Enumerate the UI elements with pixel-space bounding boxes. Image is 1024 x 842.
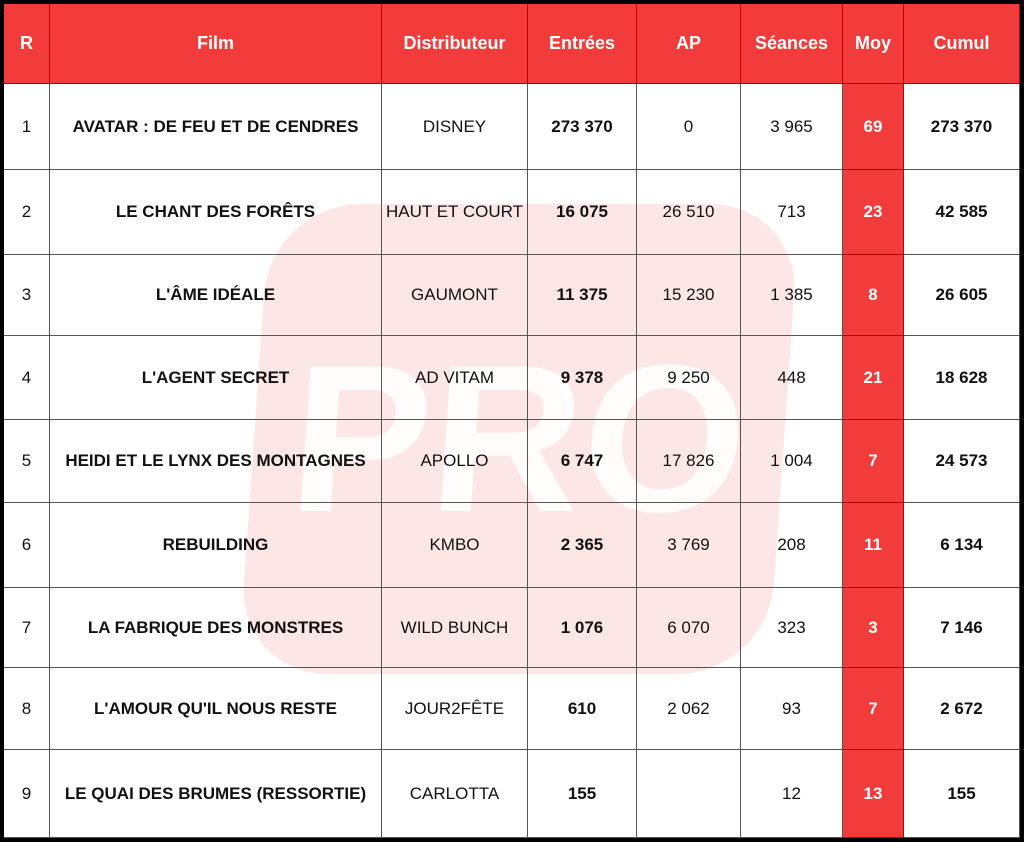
- cell-ap: 6 070: [637, 588, 741, 668]
- cell-rank: 4: [4, 336, 50, 420]
- cell-sessions: 323: [741, 588, 843, 668]
- header-rank: R: [4, 4, 50, 84]
- cell-cumul: 7 146: [904, 588, 1020, 668]
- cell-ap: 15 230: [637, 255, 741, 336]
- cell-film: LE CHANT DES FORÊTS: [50, 170, 382, 255]
- cell-film: HEIDI ET LE LYNX DES MONTAGNES: [50, 420, 382, 503]
- cell-rank: 2: [4, 170, 50, 255]
- cell-distributor: GAUMONT: [382, 255, 528, 336]
- cell-cumul: 18 628: [904, 336, 1020, 420]
- cell-average: 23: [843, 170, 904, 255]
- cell-entries: 1 076: [528, 588, 637, 668]
- cell-sessions: 1 385: [741, 255, 843, 336]
- cell-film: L'AMOUR QU'IL NOUS RESTE: [50, 668, 382, 750]
- cell-average: 69: [843, 84, 904, 170]
- cell-cumul: 24 573: [904, 420, 1020, 503]
- cell-entries: 610: [528, 668, 637, 750]
- cell-ap: 0: [637, 84, 741, 170]
- header-cumul: Cumul: [904, 4, 1020, 84]
- cell-cumul: 26 605: [904, 255, 1020, 336]
- cell-film: REBUILDING: [50, 503, 382, 588]
- cell-cumul: 2 672: [904, 668, 1020, 750]
- cell-sessions: 12: [741, 750, 843, 838]
- cell-cumul: 155: [904, 750, 1020, 838]
- cell-average: 13: [843, 750, 904, 838]
- cell-entries: 16 075: [528, 170, 637, 255]
- cell-ap: 17 826: [637, 420, 741, 503]
- cell-average: 7: [843, 420, 904, 503]
- header-average: Moy: [843, 4, 904, 84]
- header-sessions: Séances: [741, 4, 843, 84]
- cell-entries: 6 747: [528, 420, 637, 503]
- cell-sessions: 1 004: [741, 420, 843, 503]
- cell-rank: 8: [4, 668, 50, 750]
- cell-sessions: 448: [741, 336, 843, 420]
- cell-distributor: DISNEY: [382, 84, 528, 170]
- cell-film: L'ÂME IDÉALE: [50, 255, 382, 336]
- cell-entries: 2 365: [528, 503, 637, 588]
- cell-film: L'AGENT SECRET: [50, 336, 382, 420]
- cell-sessions: 93: [741, 668, 843, 750]
- table: PRO R Film Distributeur Entrées AP Séances Moy…: [4, 4, 1020, 838]
- header-distributor: Distributeur: [382, 4, 528, 84]
- cell-cumul: 42 585: [904, 170, 1020, 255]
- cell-average: 3: [843, 588, 904, 668]
- cell-average: 8: [843, 255, 904, 336]
- cell-distributor: HAUT ET COURT: [382, 170, 528, 255]
- header-ap: AP: [637, 4, 741, 84]
- cell-film: AVATAR : DE FEU ET DE CENDRES: [50, 84, 382, 170]
- cell-ap: [637, 750, 741, 838]
- cell-rank: 7: [4, 588, 50, 668]
- cell-rank: 6: [4, 503, 50, 588]
- cell-ap: 2 062: [637, 668, 741, 750]
- cell-distributor: AD VITAM: [382, 336, 528, 420]
- cell-film: LA FABRIQUE DES MONSTRES: [50, 588, 382, 668]
- cell-ap: 26 510: [637, 170, 741, 255]
- cell-distributor: APOLLO: [382, 420, 528, 503]
- cell-entries: 155: [528, 750, 637, 838]
- cell-average: 11: [843, 503, 904, 588]
- header-film: Film: [50, 4, 382, 84]
- cell-sessions: 208: [741, 503, 843, 588]
- cell-rank: 1: [4, 84, 50, 170]
- cell-average: 21: [843, 336, 904, 420]
- cell-sessions: 713: [741, 170, 843, 255]
- cell-rank: 3: [4, 255, 50, 336]
- cell-rank: 5: [4, 420, 50, 503]
- cell-distributor: CARLOTTA: [382, 750, 528, 838]
- cell-average: 7: [843, 668, 904, 750]
- cell-sessions: 3 965: [741, 84, 843, 170]
- cell-distributor: KMBO: [382, 503, 528, 588]
- cell-rank: 9: [4, 750, 50, 838]
- cell-distributor: WILD BUNCH: [382, 588, 528, 668]
- cell-entries: 273 370: [528, 84, 637, 170]
- cell-film: LE QUAI DES BRUMES (RESSORTIE): [50, 750, 382, 838]
- cell-cumul: 6 134: [904, 503, 1020, 588]
- cell-ap: 3 769: [637, 503, 741, 588]
- cell-entries: 11 375: [528, 255, 637, 336]
- cell-distributor: JOUR2FÊTE: [382, 668, 528, 750]
- cell-cumul: 273 370: [904, 84, 1020, 170]
- header-entries: Entrées: [528, 4, 637, 84]
- cell-entries: 9 378: [528, 336, 637, 420]
- cell-ap: 9 250: [637, 336, 741, 420]
